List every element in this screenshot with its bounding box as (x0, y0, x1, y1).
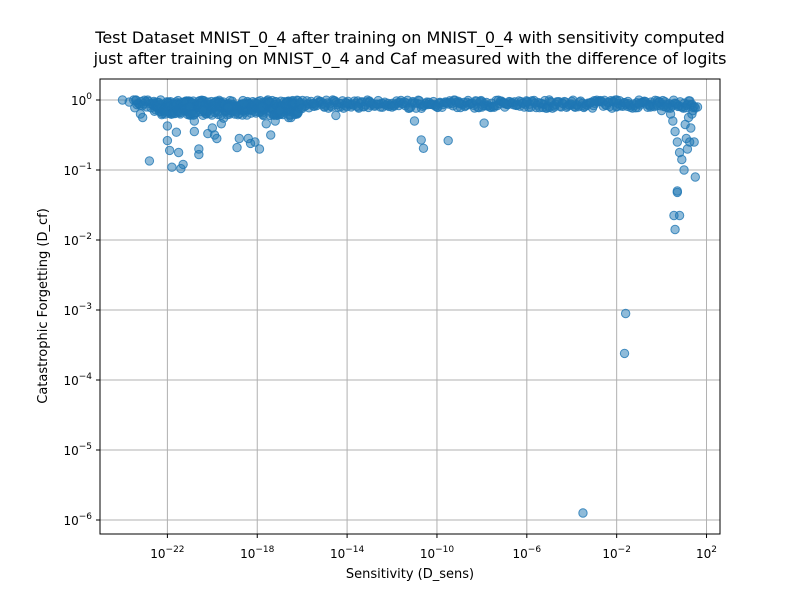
scatter-point (266, 130, 276, 140)
scatter-point (223, 102, 233, 112)
scatter-point (160, 109, 170, 119)
scatter-point (171, 127, 182, 137)
y-axis-label: Catastrophic Forgetting (D_cf) (36, 208, 51, 404)
scatter-point (178, 159, 188, 170)
data-points (117, 95, 703, 518)
scatter-point (286, 112, 296, 123)
scatter-point (692, 102, 703, 112)
axis-ticks: 10−22 10−18 10−14 10−10 10−6 10−2 102 100 10−1 10… (63, 92, 717, 561)
scatter-point (173, 147, 184, 158)
x-tick-label: 10−22 (150, 545, 184, 561)
scatter-point (232, 142, 242, 153)
y-tick-label: 10−3 (63, 302, 92, 318)
scatter-point (250, 137, 260, 147)
scatter-point (686, 123, 696, 133)
y-tick-label: 100 (71, 92, 92, 108)
scatter-point (522, 97, 532, 107)
scatter-point (668, 116, 678, 126)
scatter-point (620, 308, 631, 319)
scatter-point (257, 102, 267, 112)
scatter-point (689, 137, 699, 147)
grid-lines (100, 79, 720, 534)
scatter-point (342, 98, 352, 109)
scatter-point (155, 95, 166, 105)
scatter-point (634, 98, 644, 109)
scatter-point (308, 98, 319, 109)
scatter-point (416, 135, 426, 145)
scatter-point (353, 102, 364, 112)
scatter-point (578, 508, 588, 518)
scatter-point (131, 95, 141, 105)
scatter-point (218, 113, 229, 123)
scatter-point (212, 133, 222, 144)
y-tick-label: 10−1 (63, 162, 92, 178)
scatter-point (189, 126, 200, 137)
scatter-point (661, 102, 671, 112)
scatter-point (319, 102, 330, 112)
scatter-point (690, 172, 700, 182)
scatter-point (454, 98, 465, 109)
scatter-point (261, 119, 271, 129)
scatter-point (239, 98, 249, 109)
scatter-point (672, 137, 683, 147)
scatter-point (623, 96, 633, 107)
x-tick-label: 10−2 (602, 545, 631, 561)
x-tick-label: 10−18 (240, 545, 275, 561)
x-tick-label: 10−6 (513, 545, 542, 561)
scatter-point (230, 109, 240, 119)
chart-title-line1: Test Dataset MNIST_0_4 after training on… (94, 28, 724, 48)
scatter-point (544, 95, 554, 105)
x-axis-label: Sensitivity (D_sens) (346, 567, 474, 582)
scatter-point (674, 210, 685, 221)
y-tick-label: 10−5 (63, 442, 92, 458)
scatter-point (409, 116, 420, 126)
scatter-point (677, 154, 687, 165)
scatter-point (198, 105, 209, 116)
scatter-point (270, 116, 280, 126)
chart-title-line2: just after training on MNIST_0_4 and Caf… (93, 49, 727, 69)
scatter-point (275, 105, 285, 116)
scatter-point (164, 145, 175, 156)
scatter-point (144, 156, 155, 166)
scatter-point (331, 110, 341, 121)
plot-frame (99, 78, 721, 535)
scatter-point (477, 102, 487, 112)
y-tick-label: 10−6 (63, 512, 92, 528)
scatter-point (611, 95, 622, 105)
scatter-point (670, 126, 680, 137)
scatter-point (387, 102, 397, 112)
scatter-point (443, 135, 453, 146)
scatter-point (162, 135, 173, 146)
y-tick-label: 10−4 (63, 372, 92, 388)
scatter-point (589, 96, 599, 106)
scatter-point (162, 121, 173, 131)
scatter-point (479, 118, 489, 128)
scatter-point (254, 144, 265, 154)
scatter-point (364, 97, 375, 107)
scatter-point (137, 112, 148, 123)
x-tick-label: 10−10 (420, 545, 455, 561)
x-tick-label: 102 (696, 545, 717, 561)
scatter-point (297, 103, 307, 114)
scatter-point (194, 149, 204, 160)
x-tick-label: 10−14 (330, 545, 365, 561)
scatter-point (499, 98, 510, 109)
scatter-point (167, 162, 177, 172)
scatter-point (189, 116, 200, 126)
y-tick-label: 10−2 (63, 232, 92, 248)
scatter-point (670, 224, 680, 235)
scatter-point (567, 96, 577, 107)
scatter-point (234, 133, 244, 144)
scatter-point (432, 102, 442, 112)
scatter-point (672, 186, 683, 196)
scatter-point (679, 165, 689, 175)
scatter-point (619, 348, 630, 359)
scatter-point (418, 143, 429, 154)
